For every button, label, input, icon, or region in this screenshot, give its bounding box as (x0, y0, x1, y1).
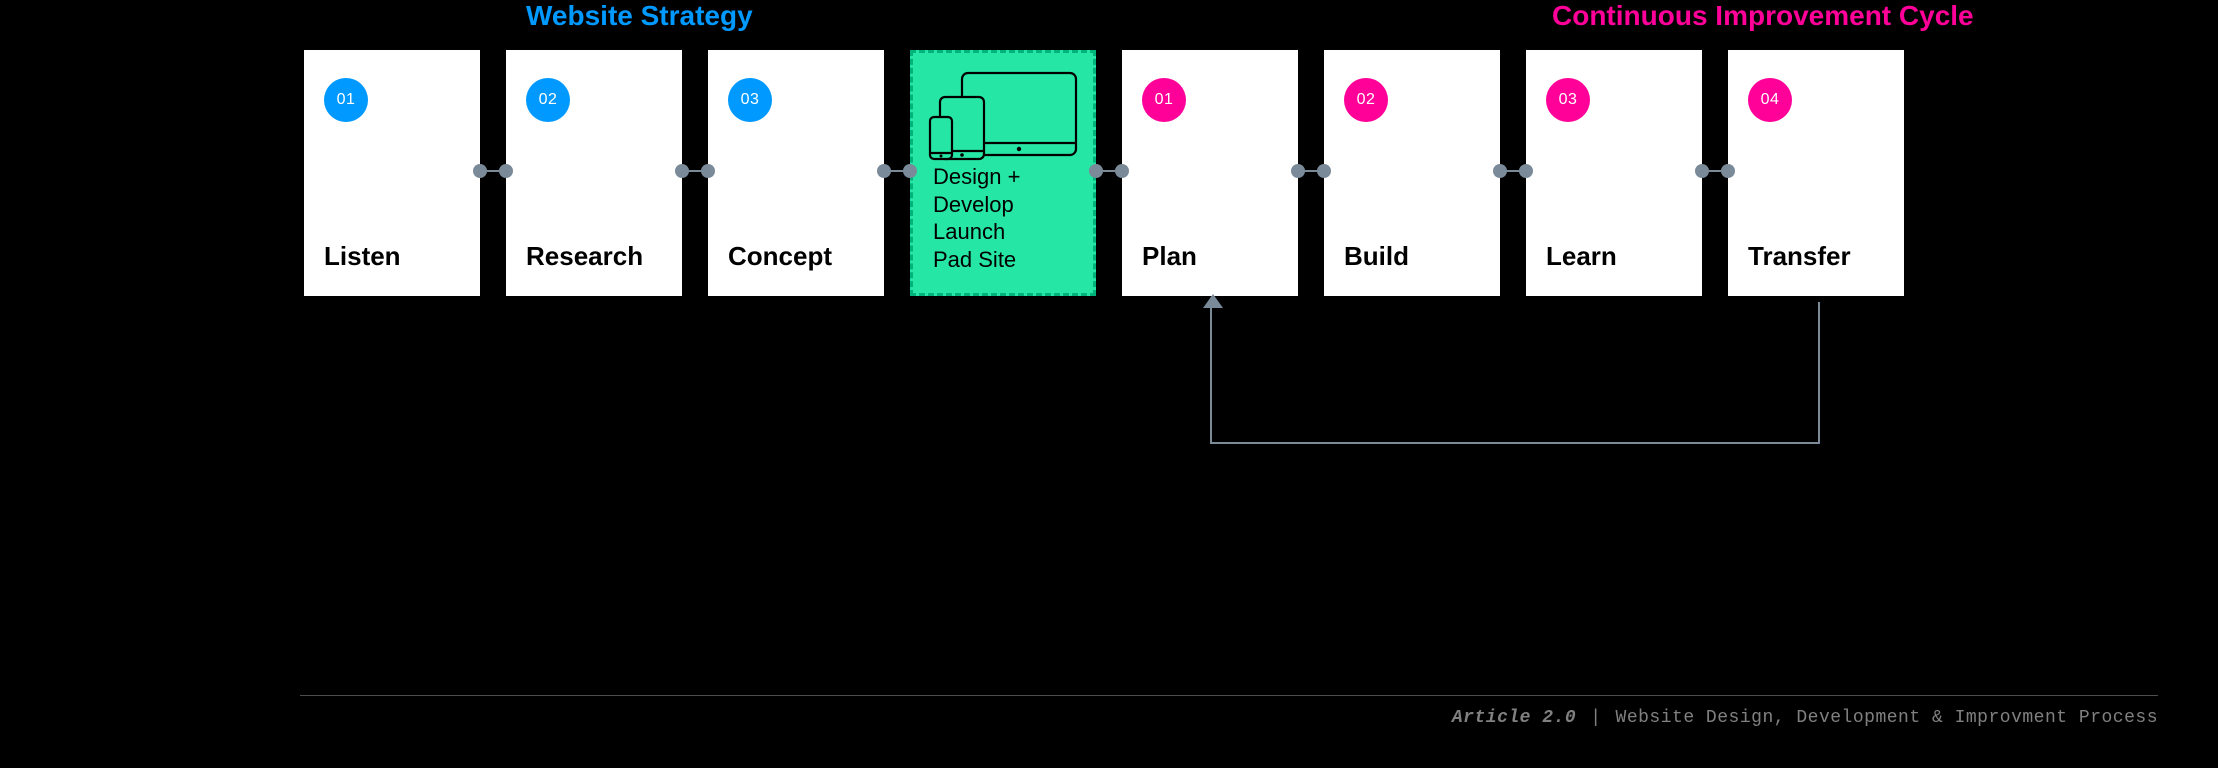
connector-dot (1089, 164, 1103, 178)
feedback-loop (1210, 302, 1820, 444)
connector (480, 170, 506, 172)
cycle-card-transfer: 04 Transfer (1728, 50, 1904, 296)
footer: Article 2.0 | Website Design, Development … (300, 695, 2158, 728)
footer-subtitle: Website Design, Development & Improvment… (1616, 708, 2158, 728)
step-badge: 03 (1546, 78, 1590, 122)
devices-icon (913, 71, 1093, 165)
connector (884, 170, 910, 172)
step-label: Research (526, 241, 643, 272)
connector-dot (1519, 164, 1533, 178)
launch-pad-card: Design +DevelopLaunchPad Site (910, 50, 1096, 296)
connector-dot (1493, 164, 1507, 178)
step-label: Concept (728, 241, 832, 272)
footer-separator: | (1590, 708, 1601, 728)
connector (1298, 170, 1324, 172)
strategy-title: Website Strategy (526, 0, 753, 32)
step-label: Listen (324, 241, 401, 272)
connector-dot (675, 164, 689, 178)
cycle-card-learn: 03 Learn (1526, 50, 1702, 296)
step-label: Transfer (1748, 241, 1851, 272)
step-label: Plan (1142, 241, 1197, 272)
launch-pad-label: Design +DevelopLaunchPad Site (933, 163, 1020, 273)
connector (1096, 170, 1122, 172)
cycle-card-plan: 01 Plan (1122, 50, 1298, 296)
strategy-card-listen: 01 Listen (304, 50, 480, 296)
loop-arrow-icon (1203, 294, 1223, 313)
connector-dot (1695, 164, 1709, 178)
step-badge: 02 (526, 78, 570, 122)
connector-dot (701, 164, 715, 178)
step-label: Build (1344, 241, 1409, 272)
connector-dot (877, 164, 891, 178)
connector-dot (1721, 164, 1735, 178)
connector-dot (1317, 164, 1331, 178)
process-diagram: Website Strategy Continuous Improvement C… (0, 0, 2218, 768)
connector-dot (1115, 164, 1129, 178)
connector (1702, 170, 1728, 172)
connector-dot (903, 164, 917, 178)
cycle-title: Continuous Improvement Cycle (1552, 0, 1974, 32)
footer-text: Article 2.0 | Website Design, Development … (300, 708, 2158, 728)
step-badge: 01 (1142, 78, 1186, 122)
connector-dot (1291, 164, 1305, 178)
step-badge: 04 (1748, 78, 1792, 122)
step-badge: 02 (1344, 78, 1388, 122)
footer-article: Article 2.0 (1452, 708, 1576, 728)
connector-dot (473, 164, 487, 178)
connector (1500, 170, 1526, 172)
step-label: Learn (1546, 241, 1617, 272)
step-badge: 01 (324, 78, 368, 122)
strategy-card-concept: 03 Concept (708, 50, 884, 296)
strategy-card-research: 02 Research (506, 50, 682, 296)
cycle-card-build: 02 Build (1324, 50, 1500, 296)
footer-divider (300, 695, 2158, 696)
connector-dot (499, 164, 513, 178)
step-badge: 03 (728, 78, 772, 122)
connector (682, 170, 708, 172)
